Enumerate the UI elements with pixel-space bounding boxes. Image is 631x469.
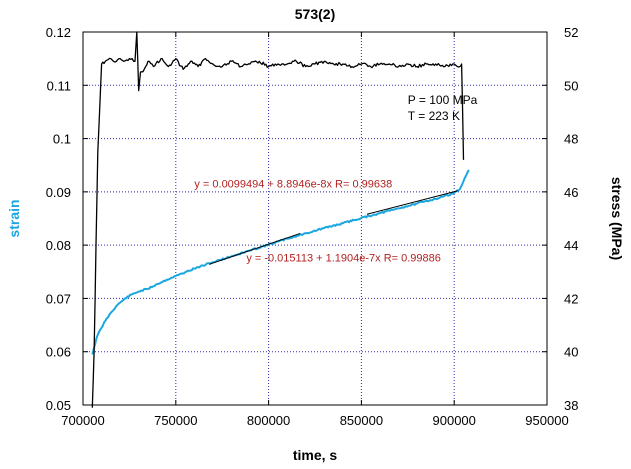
- fit-line-1: [209, 232, 301, 265]
- y-tick-label-left: 0.11: [47, 78, 71, 93]
- annotation-0: P = 100 MPa: [408, 93, 478, 107]
- x-tick-label: 850000: [340, 413, 383, 428]
- fit-lines: y = 0.0099494 + 8.8946e-8x R= 0.99638 y =…: [194, 179, 459, 265]
- y-tick-label-left: 0.09: [46, 185, 71, 200]
- y-tick-label-left: 0.08: [46, 238, 71, 253]
- x-tick-label: 900000: [433, 413, 476, 428]
- y-axis-right-label: stress (MPa): [609, 177, 625, 260]
- y-tick-label-right: 48: [564, 132, 578, 147]
- y-tick-label-right: 44: [564, 238, 578, 253]
- series-group: [91, 31, 470, 408]
- x-axis: 700000 750000 800000 850000 900000 950000: [61, 32, 569, 428]
- y-tick-label-left: 0.1: [53, 132, 71, 147]
- fit-equation-0: y = 0.0099494 + 8.8946e-8x R= 0.99638: [194, 179, 392, 191]
- y-tick-label-right: 42: [564, 291, 578, 306]
- y-tick-label-left: 0.12: [46, 25, 71, 40]
- y-axis-right: 38 40 42 44 46 48 50 52: [542, 25, 578, 413]
- chart-title: 573(2): [295, 6, 335, 22]
- y-tick-label-left: 0.06: [46, 345, 71, 360]
- fit-equation-1: y = -0.015113 + 1.1904e-7x R= 0.99886: [246, 253, 441, 265]
- fit-line-0: [366, 190, 459, 215]
- y-tick-label-right: 38: [564, 398, 578, 413]
- grid: [83, 32, 547, 405]
- annotation-1: T = 223 K: [408, 109, 460, 123]
- x-tick-label: 750000: [154, 413, 197, 428]
- x-tick-label: 700000: [61, 413, 104, 428]
- series-stress: [91, 31, 465, 408]
- y-tick-label-right: 46: [564, 185, 578, 200]
- y-tick-label-right: 50: [564, 78, 578, 93]
- x-axis-label: time, s: [293, 447, 338, 463]
- y-axis-left: 0.05 0.06 0.07 0.08 0.09 0.1 0.11 0.12: [46, 25, 88, 413]
- annotations: P = 100 MPa T = 223 K: [408, 93, 478, 123]
- plot-frame: [82, 31, 548, 406]
- y-tick-label-right: 40: [564, 345, 578, 360]
- y-tick-label-left: 0.07: [46, 291, 71, 306]
- y-tick-label-left: 0.05: [46, 398, 71, 413]
- y-tick-label-right: 52: [564, 25, 578, 40]
- x-tick-label: 800000: [247, 413, 290, 428]
- y-axis-left-label: strain: [6, 199, 22, 237]
- x-tick-label: 950000: [525, 413, 568, 428]
